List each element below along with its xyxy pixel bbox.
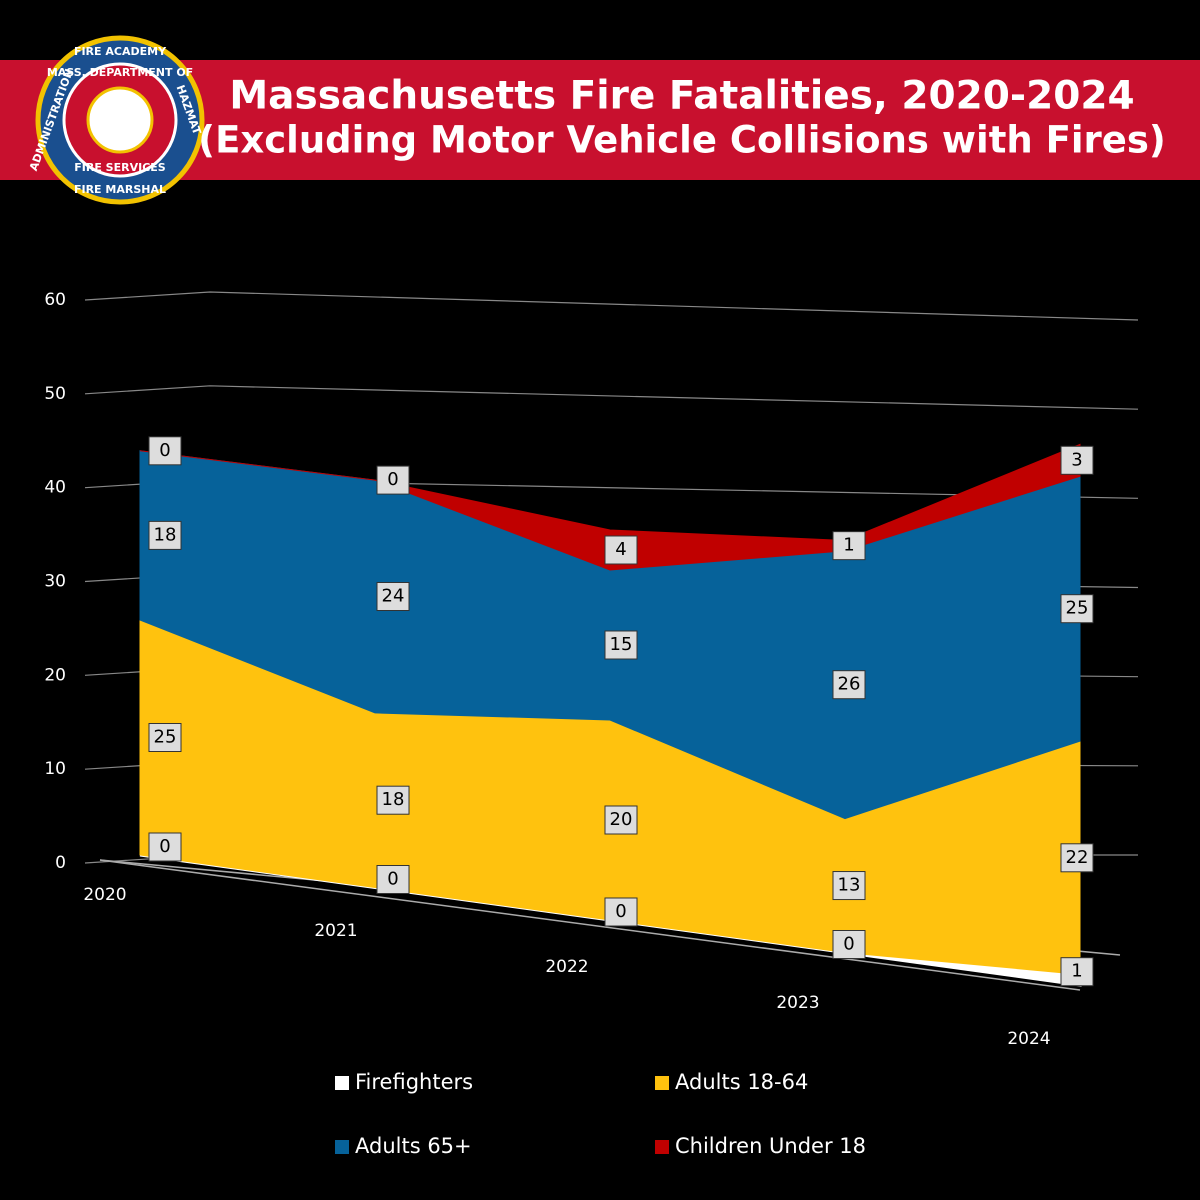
y-tick-label: 20	[44, 665, 66, 685]
data-label: 18	[154, 524, 177, 545]
x-axis	[99, 859, 1081, 991]
y-tick-label: 50	[44, 384, 66, 404]
data-label-box	[832, 670, 866, 700]
data-label: 0	[159, 440, 170, 461]
data-label-box	[604, 805, 638, 835]
data-label: 1	[843, 535, 854, 556]
data-label: 25	[1066, 598, 1089, 619]
data-label-box	[832, 531, 866, 561]
data-label: 1	[1071, 961, 1082, 982]
data-label: 20	[610, 809, 633, 830]
chart-subtitle: (Excluding Motor Vehicle Collisions with…	[198, 119, 1166, 162]
data-label-box	[376, 582, 410, 611]
data-label-box	[832, 871, 866, 901]
logo-text: FIRE MARSHAL	[74, 183, 166, 196]
logo-text: FIRE SERVICES	[74, 161, 166, 174]
data-label-box	[148, 436, 182, 466]
data-label: 0	[387, 869, 398, 890]
legend-swatch	[335, 1076, 349, 1090]
data-label: 0	[387, 469, 398, 490]
y-tick-label: 10	[44, 759, 66, 779]
legend-label: Children Under 18	[675, 1134, 866, 1158]
data-label: 15	[610, 634, 633, 655]
data-label-box	[376, 785, 410, 815]
data-label-box	[1060, 594, 1094, 624]
grid-line	[84, 291, 1139, 321]
data-label-box	[604, 897, 638, 927]
x-tick-label: 2022	[545, 957, 588, 977]
legend-label: Adults 18-64	[675, 1070, 808, 1094]
data-label-box	[832, 930, 866, 959]
y-tick-label: 60	[44, 290, 66, 310]
data-label: 22	[1066, 847, 1089, 868]
data-label: 24	[382, 586, 405, 607]
data-label-box	[148, 723, 182, 752]
legend-swatch	[655, 1076, 669, 1090]
data-label: 13	[838, 875, 861, 896]
logo: FIRE ACADEMY MASS. DEPARTMENT OF FIRE SE…	[27, 35, 205, 205]
data-label: 25	[154, 727, 177, 748]
data-label: 3	[1071, 449, 1082, 470]
grid-line	[84, 385, 1139, 410]
logo-seal	[86, 86, 154, 154]
legend-label: Adults 65+	[355, 1134, 472, 1158]
chart-title: Massachusetts Fire Fatalities, 2020-2024	[229, 74, 1134, 119]
data-label: 26	[838, 674, 861, 695]
y-tick-label: 0	[55, 853, 66, 873]
data-label: 0	[843, 934, 854, 955]
data-label: 4	[615, 539, 626, 560]
data-label-box	[1060, 843, 1094, 873]
data-label: 0	[159, 836, 170, 857]
legend-label: Firefighters	[355, 1070, 473, 1094]
data-label-box	[1060, 445, 1094, 475]
data-label: 18	[382, 789, 405, 810]
data-label-box	[148, 520, 182, 550]
data-label-box	[1060, 957, 1094, 987]
logo-text: MASS. DEPARTMENT OF	[47, 66, 193, 79]
data-label-box	[604, 535, 638, 565]
y-tick-label: 30	[44, 572, 66, 592]
data-label-box	[376, 865, 410, 894]
x-tick-label: 2021	[314, 921, 357, 941]
x-tick-label: 2020	[83, 885, 126, 905]
y-tick-label: 40	[44, 478, 66, 498]
legend-swatch	[655, 1140, 669, 1154]
data-label-box	[148, 832, 182, 862]
data-label-box	[604, 630, 638, 660]
x-tick-label: 2023	[776, 993, 819, 1013]
x-tick-label: 2024	[1007, 1029, 1050, 1049]
data-label-box	[376, 465, 410, 495]
legend-swatch	[335, 1140, 349, 1154]
data-label: 0	[615, 901, 626, 922]
logo-text: FIRE ACADEMY	[74, 45, 167, 58]
